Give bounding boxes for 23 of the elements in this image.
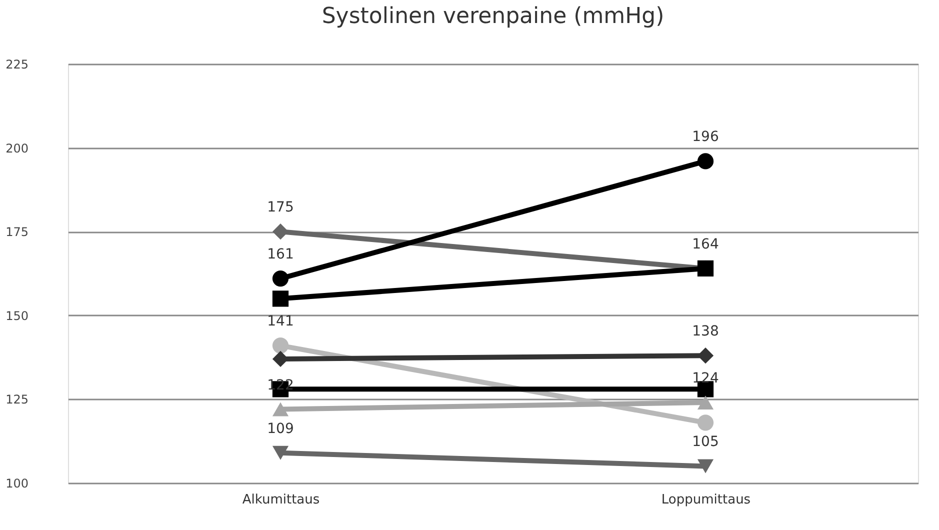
data-label: 141 <box>267 314 294 330</box>
point <box>272 224 289 240</box>
y-tick-label: 125 <box>6 392 28 407</box>
y-tick-label: 150 <box>6 308 28 323</box>
y-tick-label: 175 <box>6 225 28 240</box>
data-label: 196 <box>692 129 719 146</box>
y-tick-label: 100 <box>6 476 28 490</box>
point <box>697 153 714 170</box>
y-tick-label: 225 <box>6 58 28 72</box>
data-label: 164 <box>692 236 719 252</box>
data-label: 175 <box>267 200 294 216</box>
x-tick-label: Loppumittaus <box>661 492 751 508</box>
x-tick-label: Alkumittaus <box>242 492 320 508</box>
data-label: 109 <box>267 420 294 437</box>
data-label: 105 <box>692 434 719 450</box>
y-tick-label: 200 <box>6 141 28 156</box>
point <box>272 290 289 307</box>
data-label: 138 <box>692 324 719 340</box>
point <box>272 270 289 287</box>
point <box>272 338 289 354</box>
chart-title: Systolinen verenpaine (mmHg) <box>322 4 664 29</box>
point <box>697 414 714 431</box>
data-label: 161 <box>267 246 294 263</box>
